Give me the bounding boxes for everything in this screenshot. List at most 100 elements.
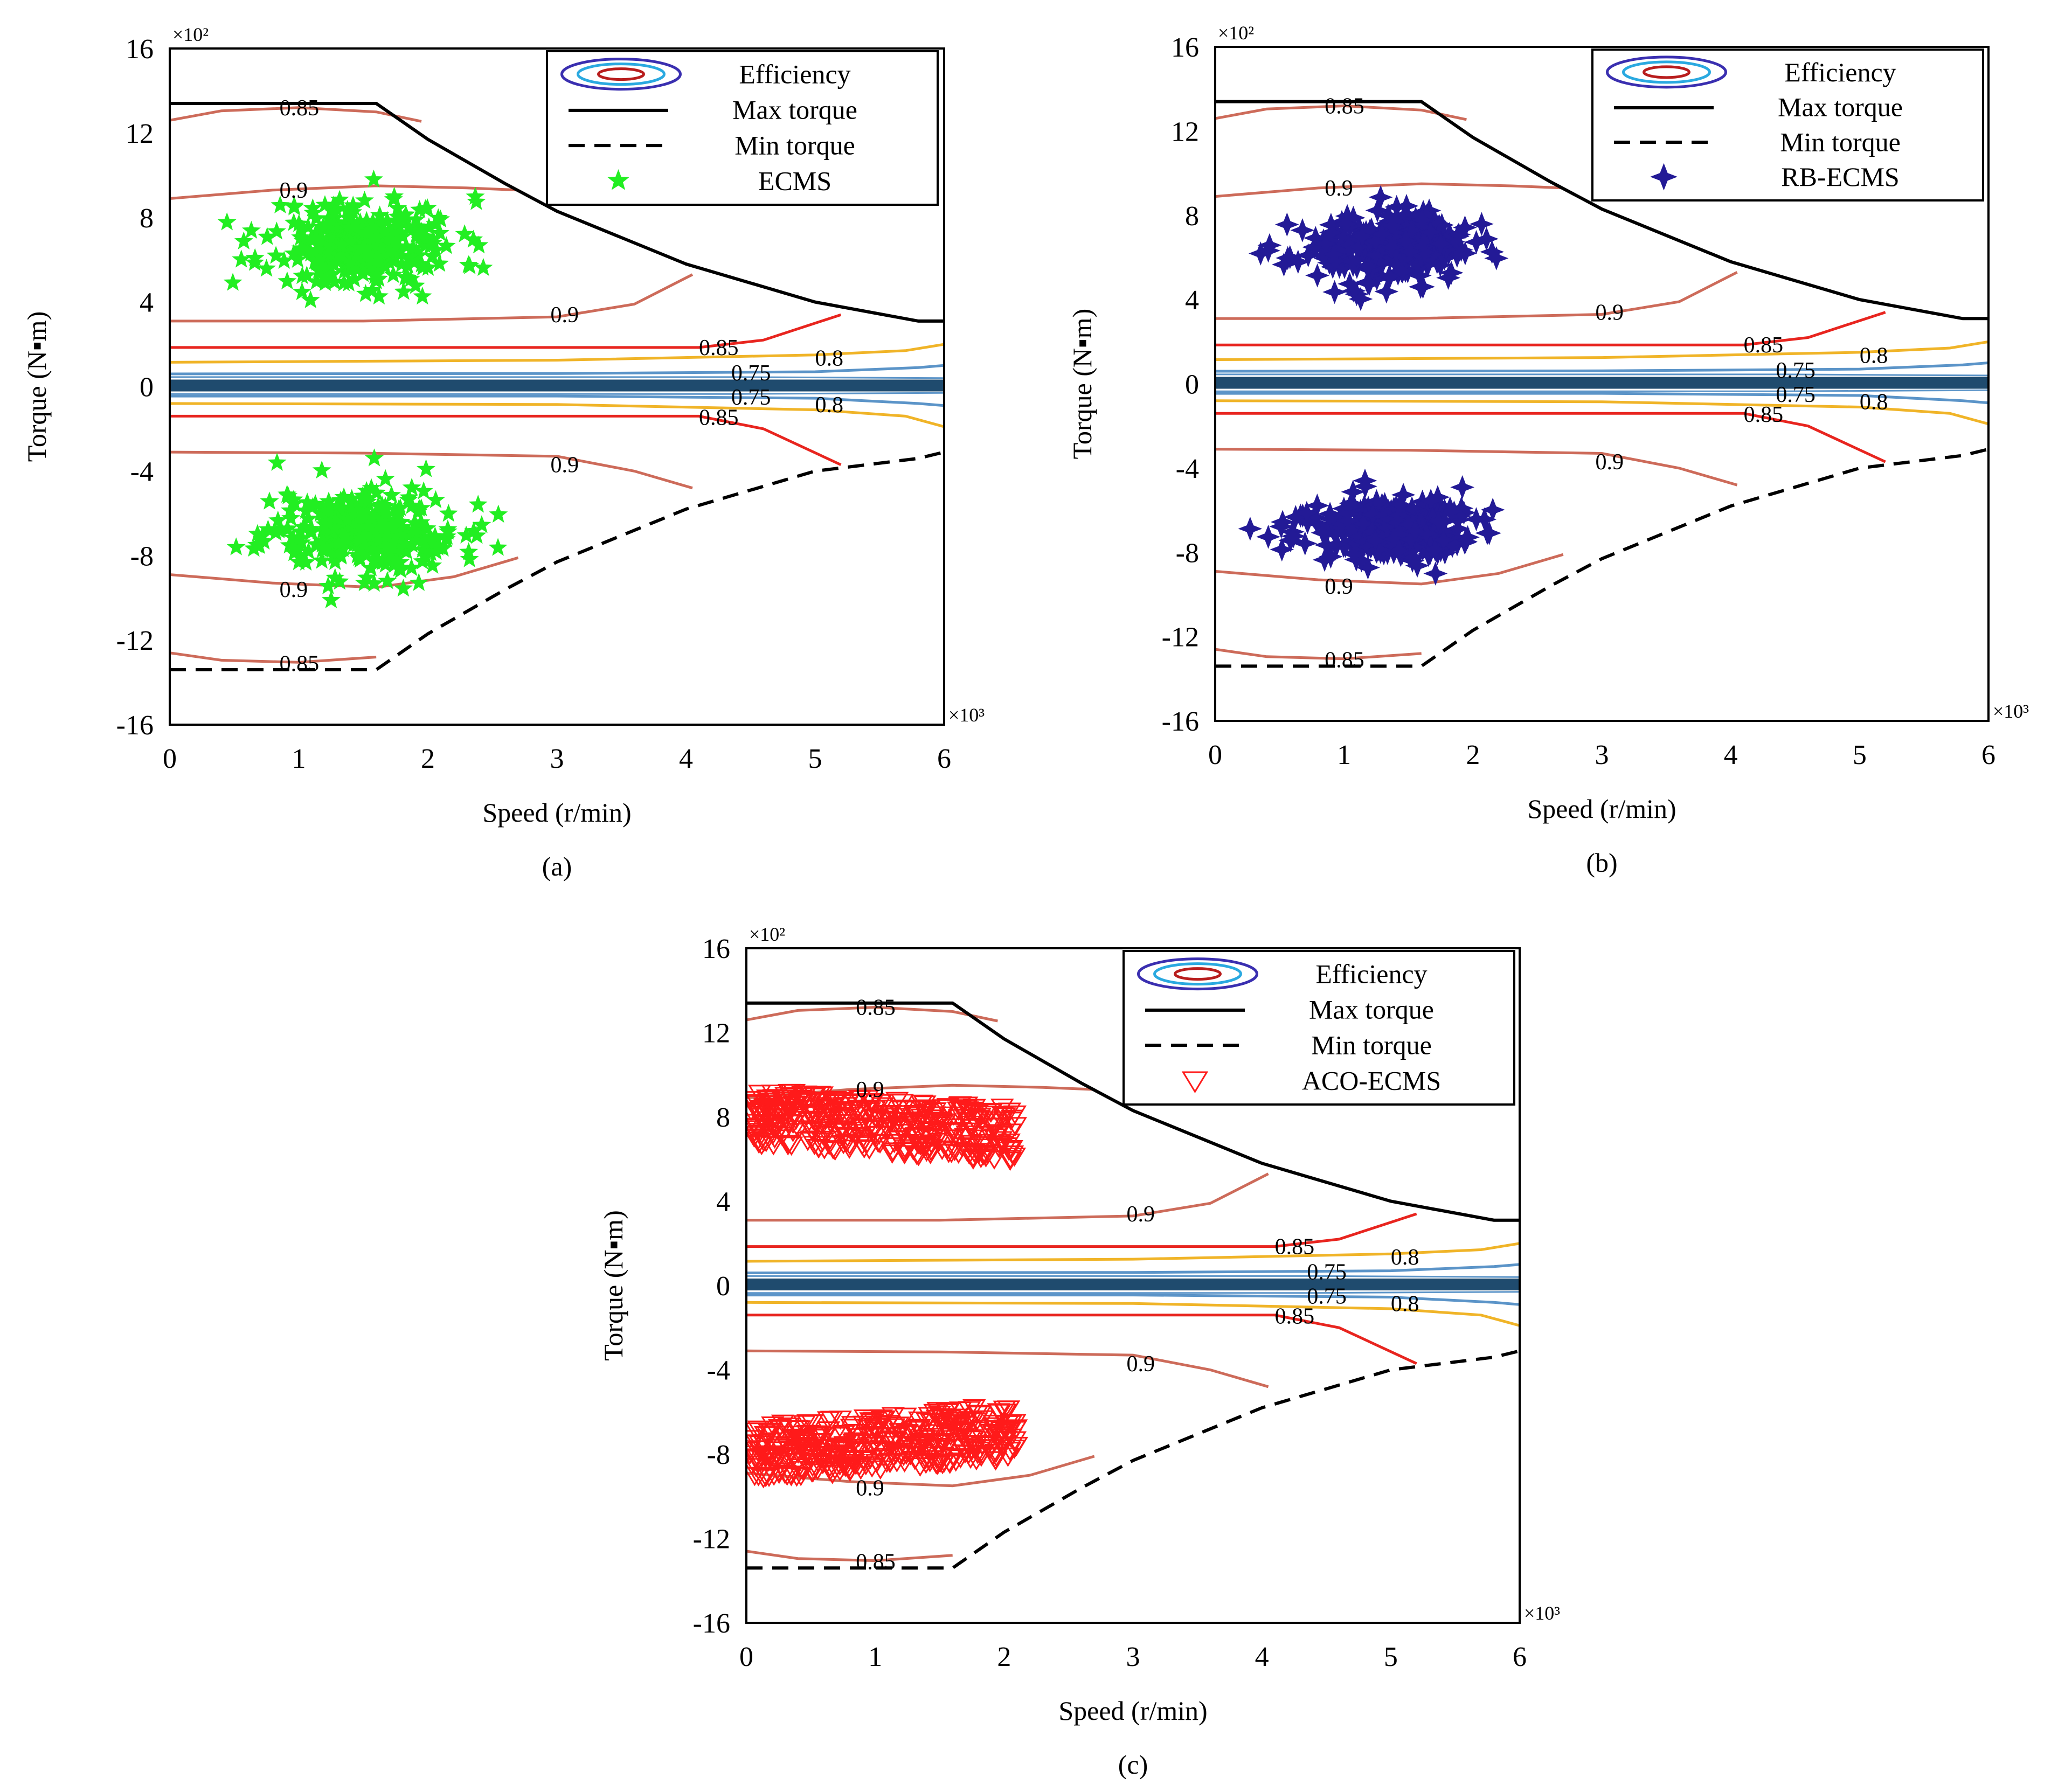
data-point (1002, 1440, 1027, 1459)
plot-area: 0.85 0.9 0.9 0.85 0.8 0.750.75 0.8 0.85 0.9 0.9 0.… (170, 96, 944, 676)
x-tick-label: 5 (1853, 740, 1867, 770)
data-point (232, 249, 251, 268)
data-point (1470, 212, 1494, 237)
data-point (297, 265, 316, 284)
data-point (330, 190, 349, 208)
y-tick-label: -16 (693, 1608, 730, 1639)
data-point (998, 1151, 1022, 1171)
contour-085-lower (746, 1314, 1417, 1365)
data-point (365, 448, 384, 467)
data-point (913, 1137, 937, 1157)
data-point (1446, 223, 1471, 247)
data-point (849, 1117, 872, 1137)
data-point (324, 518, 344, 537)
data-point (971, 1134, 995, 1154)
data-point (226, 537, 246, 555)
y-tick-label: -4 (707, 1356, 730, 1386)
legend-box (1122, 950, 1515, 1106)
x-tick-label: 1 (292, 744, 306, 774)
x-tick-label: 4 (1255, 1642, 1269, 1672)
data-point (293, 241, 313, 260)
data-point (1366, 537, 1391, 562)
panel-c: 0.85 0.9 0.9 0.85 0.8 0.750.75 0.8 0.85 0.9 0.9 0.… (598, 923, 1560, 1780)
legend-efficiency-icon (1137, 957, 1258, 991)
data-point (308, 250, 328, 268)
data-point (402, 477, 421, 496)
data-point (1452, 530, 1477, 555)
data-point (359, 517, 379, 535)
data-point (777, 1135, 801, 1155)
contour-label: 0.9 (1596, 301, 1624, 325)
data-point (967, 1110, 991, 1129)
contour-075-upper (746, 1263, 1520, 1274)
data-point (747, 1420, 771, 1440)
data-point (1335, 509, 1360, 533)
data-point (806, 1453, 830, 1473)
min-torque-line (746, 1349, 1520, 1570)
data-point (312, 551, 331, 569)
data-point (409, 573, 428, 591)
data-point (379, 539, 398, 558)
data-point (1450, 475, 1475, 499)
data-point (750, 1130, 774, 1150)
x-multiplier: ×10³ (1993, 700, 2029, 722)
data-point (764, 1102, 787, 1122)
y-tick-label: 4 (140, 288, 154, 318)
contour-label: 0.8 (815, 393, 844, 418)
contour-label: 0.75 (1307, 1260, 1347, 1285)
data-point (927, 1133, 951, 1152)
data-point (410, 498, 429, 517)
data-point (413, 551, 432, 570)
data-point (353, 529, 372, 547)
data-point (964, 1439, 987, 1458)
data-point (312, 460, 331, 479)
contour-075-upper (1215, 361, 1988, 373)
data-point (414, 481, 433, 499)
data-point (299, 509, 318, 527)
data-point (903, 1128, 927, 1148)
data-point (816, 1099, 840, 1119)
data-point (1402, 519, 1427, 544)
data-point (761, 1136, 785, 1156)
data-point (1336, 233, 1361, 258)
data-point (758, 1099, 782, 1119)
data-point (931, 1428, 954, 1447)
data-point (878, 1137, 902, 1157)
contour-label: 0.9 (1127, 1202, 1155, 1227)
y-tick-label: -12 (116, 626, 154, 656)
y-multiplier: ×10² (749, 923, 785, 945)
data-point (376, 469, 395, 488)
contour-label: 0.9 (1127, 1352, 1155, 1377)
y-tick-label: -4 (1176, 454, 1199, 484)
data-point (355, 573, 374, 592)
data-point (378, 571, 397, 589)
data-point (362, 251, 382, 269)
legend-label: Efficiency (1315, 959, 1427, 989)
data-point (890, 1105, 913, 1124)
contour-08-upper (746, 1242, 1520, 1263)
data-point (1464, 507, 1488, 532)
data-point (887, 1130, 911, 1150)
data-point (344, 198, 364, 216)
data-point (800, 1414, 824, 1434)
contour-label: 0.9 (280, 578, 308, 602)
data-point (338, 510, 357, 529)
data-point (962, 1399, 986, 1419)
y-tick-label: 8 (716, 1102, 730, 1133)
data-point (430, 223, 449, 241)
contour-label: 0.85 (1744, 402, 1784, 427)
data-point (754, 1468, 778, 1488)
contour-label: 0.9 (1596, 450, 1624, 475)
data-point (370, 205, 390, 224)
legend-label: Min torque (1311, 1030, 1432, 1060)
data-point (1270, 537, 1294, 562)
data-point (474, 258, 493, 276)
data-point (1256, 524, 1280, 549)
data-point (1003, 1105, 1027, 1125)
data-point (832, 1110, 856, 1129)
data-point (759, 1445, 783, 1465)
x-tick-label: 1 (868, 1642, 882, 1672)
contour-085-upper (746, 1212, 1417, 1248)
y-axis-label: Torque (N▪m) (1067, 309, 1097, 459)
data-point (863, 1108, 887, 1128)
